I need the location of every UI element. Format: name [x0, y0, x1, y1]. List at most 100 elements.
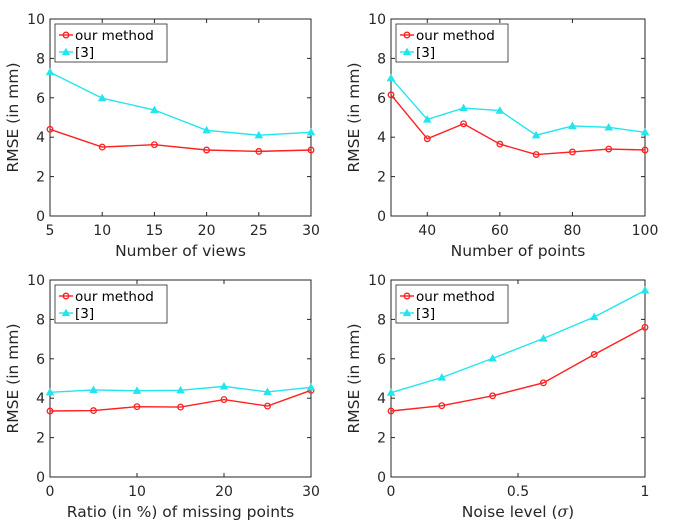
y-tick-label: 6 [377, 91, 386, 107]
series-1 [387, 91, 649, 158]
legend-entry: [3] [75, 45, 94, 61]
y-tick-label: 4 [377, 391, 386, 407]
data-point [641, 146, 649, 154]
legend-marker [61, 308, 71, 317]
data-point [488, 353, 497, 362]
y-tick-label: 10 [368, 12, 386, 28]
y-tick-label: 6 [377, 352, 386, 368]
series-2 [45, 67, 316, 139]
data-point [255, 147, 263, 155]
data-point [263, 387, 272, 395]
legend-entry: [3] [416, 45, 435, 61]
x-tick-label: 15 [145, 223, 163, 239]
legend-marker [402, 308, 412, 317]
data-point [98, 143, 106, 151]
data-point [496, 140, 504, 148]
series-line [49, 71, 312, 136]
data-point [641, 323, 649, 331]
data-point [45, 67, 55, 76]
data-point [604, 122, 614, 131]
y-tick-label: 0 [377, 470, 386, 486]
data-point [590, 351, 598, 358]
x-tick-label: 0 [387, 484, 396, 500]
series-2 [45, 381, 316, 396]
data-point [387, 407, 395, 415]
y-tick-label: 0 [36, 470, 45, 486]
legend-marker [403, 31, 411, 39]
x-axis-label-text: Number of points [451, 242, 586, 260]
y-tick-label: 10 [27, 273, 45, 289]
legend-entry: our method [416, 28, 495, 44]
y-tick-label: 0 [377, 209, 386, 225]
chart-panel-2: 40 60 80 100 0 2 4 6 8 10 Number of points RMSE (in… [345, 12, 658, 260]
x-tick-label: 30 [302, 484, 320, 500]
legend-box [395, 23, 509, 63]
x-tick-label: 1 [641, 484, 650, 500]
x-tick-label: 20 [198, 223, 216, 239]
legend-entry: our method [75, 289, 154, 305]
x-tick-label: 5 [46, 223, 55, 239]
data-point [219, 381, 229, 390]
axes-box [390, 18, 646, 217]
series-line [390, 326, 646, 412]
legend: our method[3] [54, 23, 168, 63]
data-point [90, 407, 97, 415]
series-line [49, 128, 312, 153]
data-point [539, 379, 547, 387]
data-point [132, 386, 142, 394]
data-point [150, 141, 158, 149]
data-point [423, 135, 431, 143]
data-point [150, 105, 159, 114]
data-point [306, 127, 316, 136]
data-point [495, 106, 505, 114]
y-axis-label: RMSE (in mm) [4, 323, 22, 433]
x-tick-label: 20 [215, 484, 233, 500]
y-tick-label: 4 [377, 130, 386, 146]
data-point [531, 130, 541, 139]
data-point [202, 125, 211, 134]
axes-box [49, 18, 312, 217]
x-axis-label-text: Number of views [115, 242, 246, 260]
data-point [422, 115, 432, 123]
data-point [45, 387, 55, 396]
legend-marker [62, 292, 70, 300]
series-2 [386, 286, 650, 396]
x-axis-label-text: Ratio (in %) of missing points [67, 503, 294, 520]
series-1 [46, 125, 315, 155]
data-point [264, 402, 271, 410]
legend-box [54, 284, 168, 324]
data-point [589, 312, 599, 321]
data-point [460, 120, 468, 128]
data-point [459, 103, 468, 112]
y-tick-label: 6 [36, 352, 45, 368]
data-point [220, 396, 228, 404]
legend-entry: [3] [416, 306, 435, 322]
data-point [532, 151, 540, 158]
x-axis-label: Noise level (σ) [462, 503, 574, 520]
legend-entry: our method [416, 289, 495, 305]
data-point [177, 403, 184, 411]
data-point [89, 385, 98, 394]
series-line [390, 77, 646, 136]
legend: our method[3] [54, 284, 168, 324]
x-tick-label: 0.5 [507, 484, 529, 500]
y-tick-label: 8 [36, 51, 45, 67]
data-point [640, 127, 650, 136]
x-tick-label: 30 [302, 223, 320, 239]
axes-box [49, 279, 312, 478]
y-tick-label: 2 [377, 431, 386, 447]
legend-box [395, 284, 509, 324]
data-point [176, 385, 185, 394]
y-tick-label: 2 [36, 431, 45, 447]
data-point [539, 334, 548, 342]
series-2 [386, 73, 650, 139]
series-line [390, 94, 646, 156]
y-tick-label: 0 [36, 209, 45, 225]
data-point [386, 73, 396, 82]
data-point [254, 130, 264, 139]
legend: our method[3] [395, 284, 509, 324]
data-point [46, 407, 54, 415]
y-tick-label: 4 [36, 391, 45, 407]
